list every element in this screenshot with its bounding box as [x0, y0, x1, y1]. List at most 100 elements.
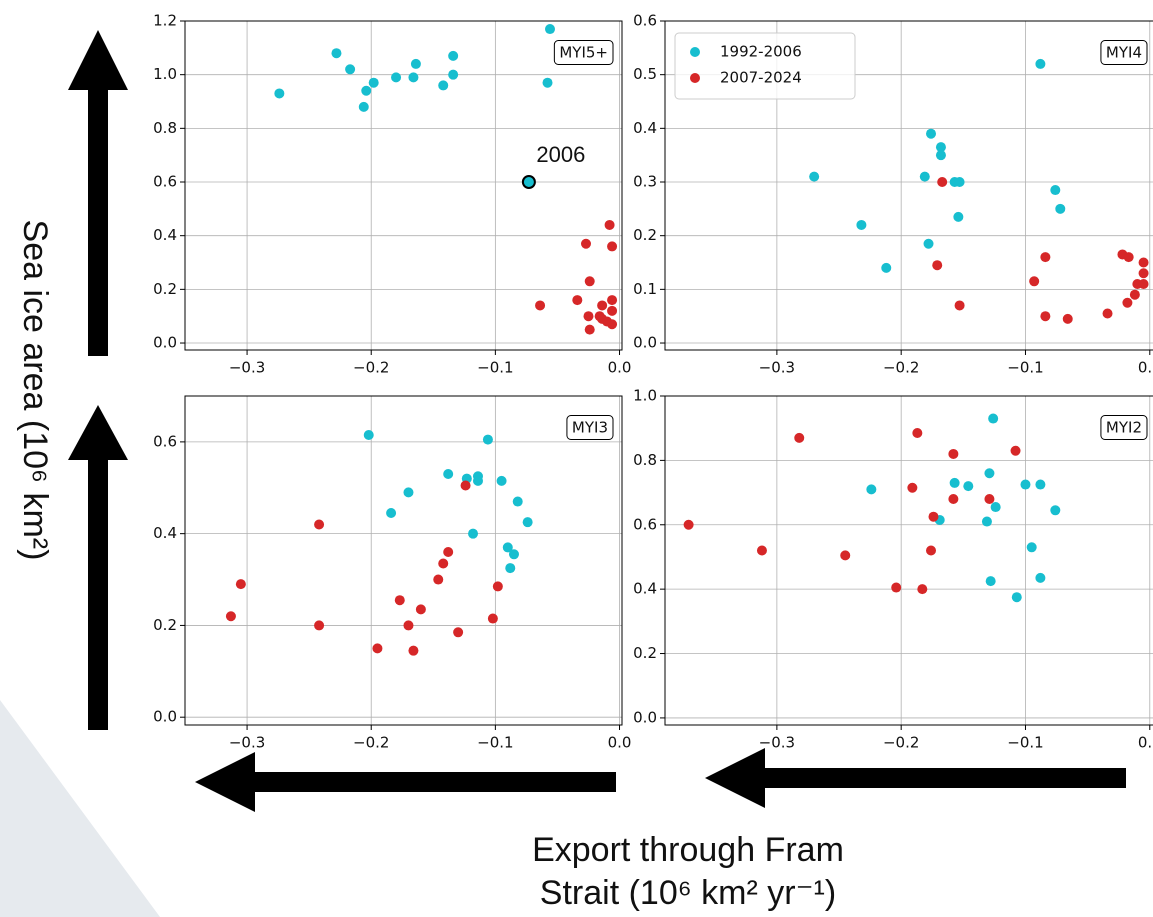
data-point — [535, 300, 546, 311]
data-point — [1040, 311, 1051, 322]
arrow-head — [705, 748, 765, 808]
data-point — [1122, 297, 1133, 308]
data-point — [1020, 479, 1031, 490]
data-point — [1138, 257, 1149, 268]
data-point — [521, 175, 536, 190]
data-point — [443, 469, 454, 480]
arrow-head — [68, 30, 128, 90]
data-point — [403, 487, 414, 498]
data-point — [963, 481, 974, 492]
data-point — [607, 319, 618, 330]
y-tick-label: 0.8 — [153, 119, 177, 137]
data-point — [935, 150, 946, 161]
data-point — [361, 85, 372, 96]
data-point — [403, 620, 414, 631]
data-point — [990, 502, 1001, 513]
data-point — [505, 563, 516, 574]
legend-label: 1992-2006 — [720, 43, 802, 61]
y-tick-label: 0.6 — [153, 173, 177, 191]
data-point — [932, 260, 943, 271]
x-tick-label: −0.1 — [1007, 359, 1043, 377]
subplot: −0.3 −0.2 −0.1 0.0 0.0 0.2 0.4 0.6 0.8 1.0 1.2 2006… — [153, 12, 631, 377]
data-point — [923, 238, 934, 249]
data-point — [954, 300, 965, 311]
y-tick-label: 0.0 — [633, 334, 657, 352]
data-point — [607, 241, 618, 252]
panel-label: MYI3 — [572, 419, 608, 437]
axes-frame — [184, 395, 623, 726]
data-point — [953, 211, 964, 222]
y-tick-label: 0.4 — [633, 580, 657, 598]
data-point — [926, 128, 937, 139]
data-point — [891, 582, 902, 593]
data-point — [492, 581, 503, 592]
y-tick-label: 0.2 — [153, 616, 177, 634]
data-point — [604, 219, 615, 230]
y-tick-label: 0.2 — [633, 226, 657, 244]
x-tick-label: −0.1 — [1007, 734, 1043, 752]
data-point — [584, 324, 595, 335]
data-point — [981, 516, 992, 527]
data-point — [345, 64, 356, 75]
data-point — [1050, 185, 1061, 196]
data-point — [1050, 505, 1061, 516]
arrow-shaft — [763, 768, 1126, 788]
data-point — [314, 620, 325, 631]
data-point — [840, 550, 851, 561]
data-point — [1138, 268, 1149, 279]
data-point — [984, 494, 995, 505]
data-point — [235, 579, 246, 590]
data-point — [928, 511, 939, 522]
data-point — [438, 80, 449, 91]
data-point — [1055, 203, 1066, 214]
data-point — [408, 72, 419, 83]
y-tick-label: 0.3 — [633, 173, 657, 191]
y-tick-label: 0.2 — [633, 644, 657, 662]
y-tick-label: 0.6 — [633, 12, 657, 30]
arrows — [68, 30, 1126, 812]
subplot: −0.3 −0.2 −0.1 0.0 0.0 0.2 0.4 0.6 0.8 1.0 MYI2 — [633, 387, 1153, 752]
y-tick-label: 0.6 — [153, 432, 177, 450]
x-tick-label: 0.0 — [608, 359, 632, 377]
data-point — [935, 142, 946, 153]
x-tick-label: −0.3 — [759, 734, 795, 752]
legend-box — [674, 32, 856, 100]
y-tick-label: 0.4 — [153, 524, 177, 542]
data-point — [572, 295, 583, 306]
data-point — [912, 428, 923, 439]
x-tick-label: −0.2 — [883, 359, 919, 377]
x-tick-label: 0.0 — [1138, 734, 1153, 752]
data-point — [1062, 313, 1073, 324]
data-point — [866, 484, 877, 495]
data-point — [522, 517, 533, 528]
data-point — [544, 24, 555, 35]
data-point — [926, 545, 937, 556]
data-point — [496, 475, 507, 486]
data-point — [948, 448, 959, 459]
data-point — [415, 604, 426, 615]
data-point — [794, 432, 805, 443]
x-tick-label: −0.3 — [229, 359, 265, 377]
y-tick-label: 0.0 — [153, 334, 177, 352]
subplot: −0.3 −0.2 −0.1 0.0 0.0 0.2 0.4 0.6 MYI3 — [153, 395, 631, 752]
data-point — [453, 627, 464, 638]
y-tick-label: 0.4 — [633, 119, 657, 137]
data-point — [372, 643, 383, 654]
y-tick-label: 1.2 — [153, 12, 177, 30]
data-point — [391, 72, 402, 83]
y-tick-label: 0.5 — [633, 65, 657, 83]
panel-label: MYI2 — [1106, 419, 1142, 437]
data-point — [984, 468, 995, 479]
data-point — [1138, 278, 1149, 289]
arrow-head — [195, 752, 255, 812]
data-point — [512, 496, 523, 507]
x-axis-label: Export through Fram — [532, 831, 844, 869]
annotation: 2006 — [536, 142, 585, 167]
data-point — [508, 549, 519, 560]
data-point — [363, 430, 374, 441]
arrow-shaft — [88, 88, 108, 356]
data-point — [607, 305, 618, 316]
data-point — [443, 547, 454, 558]
data-point — [1129, 289, 1140, 300]
